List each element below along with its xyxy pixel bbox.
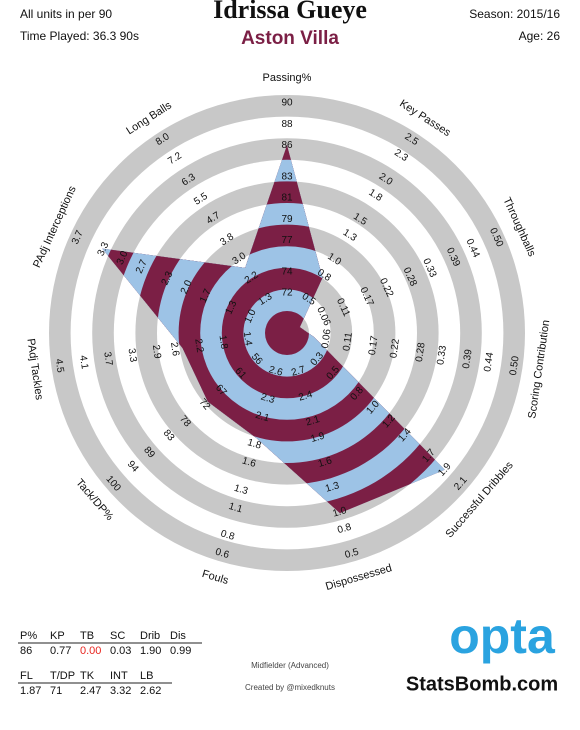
credit: Created by @mixedknuts [245,683,335,692]
tick-label: 0.44 [482,351,496,372]
tick-label: 88 [281,119,293,130]
tick-label: 1.3 [233,483,250,498]
tick-label: 1.3 [224,299,240,317]
position: Midfielder (Advanced) [251,661,329,670]
tick-label: 2.4 [297,389,314,404]
axis-name: Scoring Contribution [526,319,552,419]
tick-label: 1.6 [241,455,258,470]
tick-label: 1.1 [227,501,244,516]
tick-label: 0.39 [461,348,475,369]
tick-label: 74 [281,267,293,278]
stat-value: 71 [50,685,62,697]
tick-label: 0.50 [508,355,522,376]
tick-label: 2.9 [150,344,163,360]
stat-abbreviation: FL [20,670,33,682]
tick-label: 1.0 [331,505,348,520]
stat-value: 1.87 [20,685,41,697]
tick-label: 2.7 [134,258,150,276]
tick-label: 3.7 [101,351,114,367]
stat-value: 3.32 [110,685,131,697]
stat-abbreviation: P% [20,630,37,642]
tick-label: 1.8 [246,437,263,452]
tick-label: 2.6 [267,364,284,379]
tick-label: 4.5 [53,358,66,374]
stat-value: 1.90 [140,645,161,657]
tick-label: 2.6 [168,342,181,358]
stat-value: 2.47 [80,685,101,697]
tick-label: 1.9 [310,430,327,445]
units-note: All units in per 90 [20,7,112,21]
filled-ring [265,311,309,355]
tick-label: 1.8 [217,335,230,351]
chart-title: Idrissa Gueye [213,0,367,24]
stat-value: 2.62 [140,685,161,697]
stat-value: 0.77 [50,645,71,657]
logo: opta [449,608,556,664]
stat-abbreviation: TK [80,670,95,682]
stat-abbreviation: INT [110,670,128,682]
tick-label: 0.17 [367,335,381,356]
tick-label: 1.6 [317,455,334,470]
stat-abbreviation: LB [140,670,153,682]
tick-label: 2.7 [290,364,307,379]
site: StatsBomb.com [406,673,558,695]
stat-value: 86 [20,645,32,657]
axis-name: Dispossessed [324,562,393,593]
tick-label: 79 [281,214,293,225]
tick-label: 4.1 [77,355,90,371]
age: Age: 26 [519,29,561,43]
tick-label: 83 [281,172,293,183]
tick-label: 0.28 [414,341,428,362]
tick-label: 0.06 [320,328,334,349]
tick-label: 90 [281,98,293,109]
tick-label: 0.5 [344,546,361,561]
tick-label: 2.1 [305,414,322,429]
tick-label: 0.8 [336,522,353,537]
tick-label: 1.4 [241,331,254,347]
axis-name: Passing% [263,72,312,84]
tick-label: 0.22 [388,338,402,359]
tick-label: 2.3 [259,392,276,407]
tick-label: 0.33 [435,344,449,365]
stat-abbreviation: SC [110,630,125,642]
stats-table: P% 86 KP 0.77 TB 0.00 SC 0.03 Drib 1.90 Dis 0.99 FL 1… [18,630,202,697]
stat-abbreviation: KP [50,630,65,642]
tick-label: 3.3 [96,240,112,258]
time-played: Time Played: 36.3 90s [20,29,139,43]
stat-abbreviation: Dis [170,630,186,642]
tick-label: 0.6 [214,547,231,562]
tick-label: 77 [281,235,293,246]
tick-label: 2.1 [254,410,271,425]
stat-abbreviation: TB [80,630,94,642]
tick-label: 0.8 [219,528,236,543]
tick-label: 81 [281,193,293,204]
chart-subtitle: Aston Villa [241,28,339,49]
tick-label: 3.3 [126,348,139,364]
tick-label: 3.7 [70,229,86,247]
stat-value: 0.03 [110,645,131,657]
tick-label: 2.3 [160,269,176,287]
tick-label: 3.0 [115,249,131,267]
stat-value: 0.00 [80,645,101,657]
tick-label: 86 [281,140,293,151]
axis-name: Fouls [201,568,231,587]
tick-label: 1.3 [324,480,341,495]
season: Season: 2015/16 [469,7,560,21]
tick-label: 2.0 [179,278,195,296]
tick-label: 2.2 [192,338,205,354]
stat-value: 0.99 [170,645,191,657]
tick-label: 1.0 [243,307,259,325]
stat-abbreviation: Drib [140,630,160,642]
tick-label: 0.11 [341,331,355,352]
axis-name: PAdj Tackles [24,338,45,402]
stat-abbreviation: T/DP [50,670,75,682]
tick-label: 72 [281,288,293,299]
tick-label: 1.7 [198,287,214,305]
